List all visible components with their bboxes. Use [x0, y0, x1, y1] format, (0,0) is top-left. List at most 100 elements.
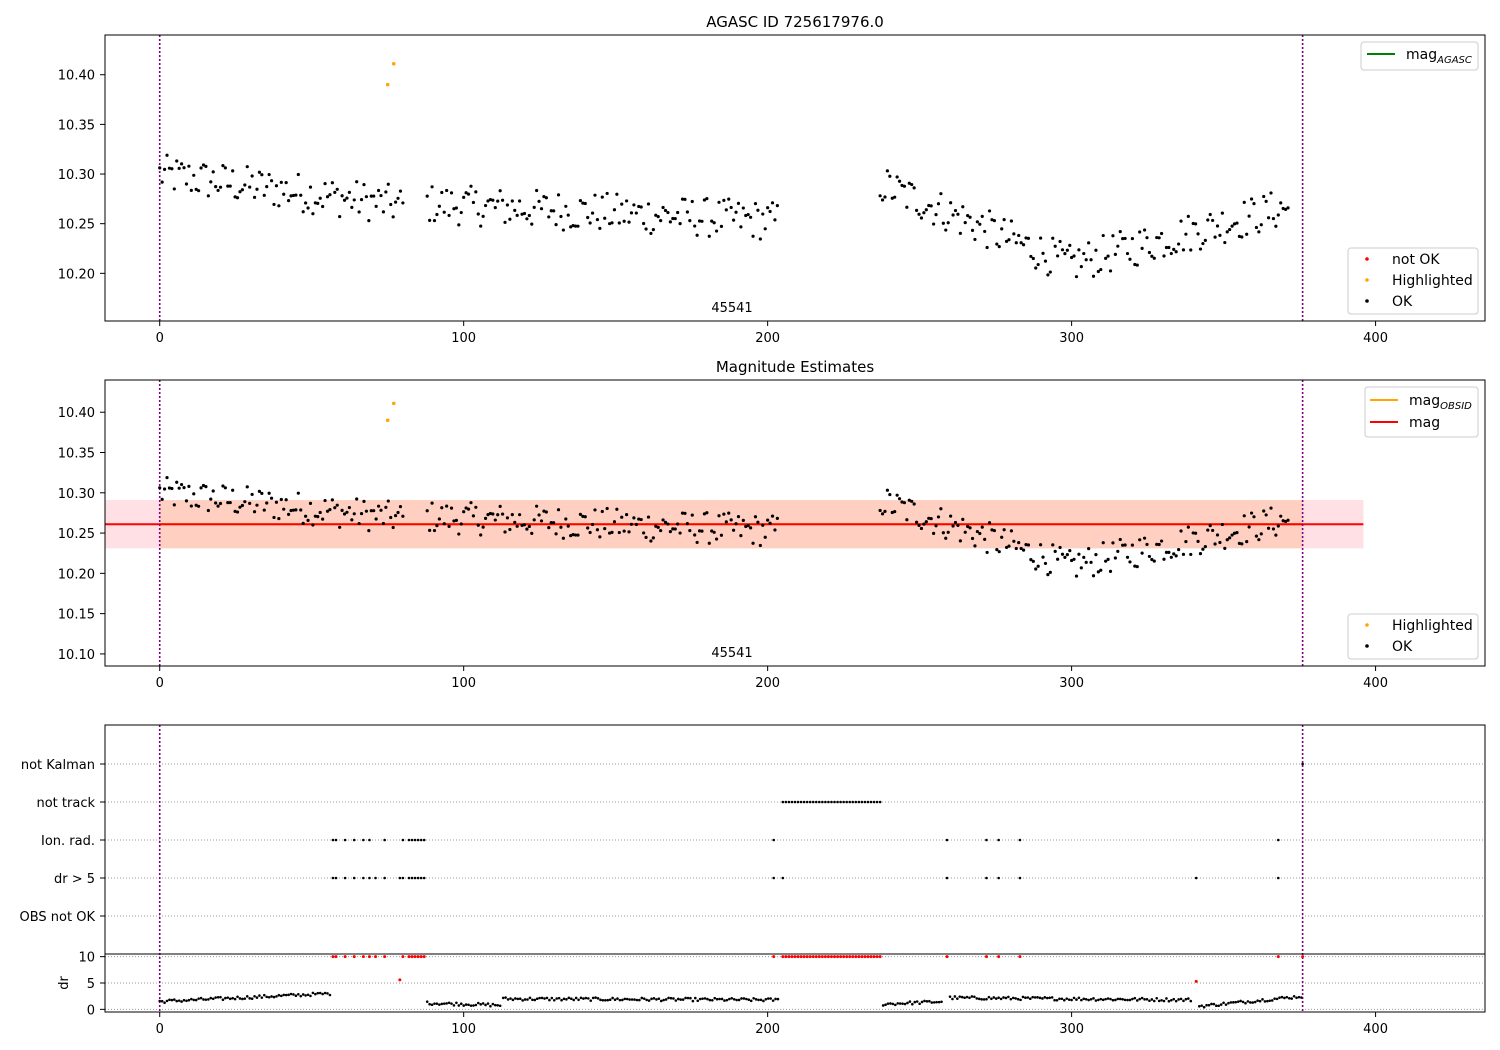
p3-dr-red-point-40: [851, 955, 855, 959]
p2-ok-point-80: [352, 512, 356, 516]
p2-ok-point-166: [583, 515, 587, 519]
p1-ok-point-150: [544, 196, 548, 200]
p3-flag-point-3-8: [398, 876, 402, 880]
p3-dr-point-318: [1135, 999, 1139, 1002]
p1-ok-point-387: [1220, 211, 1224, 215]
p3-dr-point-198: [735, 998, 738, 1002]
p2-ok-point-81: [355, 497, 359, 501]
p1-ok-point-48: [274, 184, 279, 188]
p2-ok-point-342: [1111, 541, 1115, 545]
p1-ok-point-147: [537, 199, 541, 203]
p2-ok-point-253: [895, 493, 899, 497]
p1-ok-point-87: [369, 194, 373, 198]
p3-flag-point-2-14: [772, 838, 776, 842]
p2-ok-point-397: [1245, 540, 1249, 544]
p1-ok-point-77: [345, 196, 349, 200]
p3-dr-point-220: [891, 1002, 895, 1006]
p2-ok-point-313: [1041, 555, 1045, 559]
p1-ok-point-280: [961, 205, 965, 209]
p1-ok-point-215: [702, 198, 707, 202]
p3-dr-point-83: [455, 1001, 458, 1005]
p1-ok-point-319: [1056, 254, 1060, 258]
p3-dr-point-20: [207, 998, 210, 1001]
p1-ok-point-196: [656, 215, 660, 219]
p1-ok-point-136: [510, 199, 514, 203]
p2-ok-point-98: [396, 510, 400, 515]
p3-dr-point-287: [1060, 997, 1064, 1001]
p2-ok-point-399: [1249, 511, 1254, 515]
p2-ok-point-235: [751, 541, 755, 545]
p3-flag-point-3-9: [401, 876, 405, 880]
p1-ok-point-305: [1021, 243, 1026, 247]
p1-ok-point-188: [637, 204, 641, 209]
p2-ok-point-247: [880, 512, 885, 516]
p1-ok-point-238: [758, 237, 762, 241]
p3-dr-point-125: [557, 996, 561, 1000]
p2-ok-point-162: [573, 533, 578, 537]
p1-ok-point-210: [690, 199, 694, 204]
p3-dr-point-48: [275, 995, 278, 998]
p3-dr-red-point-48: [875, 955, 879, 959]
p3-dr-point-270: [1019, 998, 1022, 1002]
p1-ok-point-85: [364, 195, 369, 199]
p1-ok-point-96: [391, 215, 395, 219]
p2-ok-point-86: [367, 529, 371, 533]
p3-dr-point-173: [674, 999, 678, 1002]
p3-dr-point-240: [940, 1000, 943, 1004]
p1-ok-point-132: [500, 198, 505, 202]
p3-flag-point-1-6: [799, 800, 803, 804]
p3-dr-point-257: [987, 995, 991, 999]
p2-ok-point-165: [581, 514, 585, 518]
p1-ok-point-227: [731, 218, 736, 222]
p1-ok-point-384: [1213, 235, 1217, 239]
p3-dr-point-188: [711, 998, 714, 1002]
p2-ok-point-280: [961, 517, 965, 521]
p3-dr-point-337: [1182, 999, 1185, 1003]
p2-xtick-label-2: 200: [755, 676, 780, 691]
p1-ok-point-185: [629, 211, 634, 215]
p1-ok-point-75: [340, 194, 344, 198]
p1-ok-point-0: [158, 166, 162, 170]
p1-ok-point-79: [350, 205, 354, 210]
p1-ok-point-2: [162, 167, 167, 172]
panel2-legend-points: Highlighted OK: [1347, 613, 1479, 660]
p3-dr-point-344: [1205, 1003, 1208, 1007]
p2-ok-point-256: [902, 501, 907, 505]
p1-xtick-label-2: 200: [755, 331, 780, 346]
p3-dr-point-164: [652, 997, 656, 1000]
p3-dr-point-142: [599, 998, 602, 1002]
p3-dr-point-25: [219, 995, 222, 999]
p3-dr-point-160: [642, 997, 646, 1000]
p3-dr-point-114: [531, 998, 534, 1002]
p3-dr-red-point-28: [814, 955, 818, 959]
p1-ok-point-245: [775, 203, 779, 208]
p3-dr-point-356: [1234, 1000, 1238, 1004]
p3-dr-point-201: [742, 997, 746, 1000]
p1-ok-point-400: [1252, 202, 1256, 206]
p3-dr-point-33: [238, 997, 242, 1000]
p1-ok-point-381: [1206, 218, 1210, 222]
p1-ok-point-145: [532, 205, 536, 209]
p1-ok-point-19: [204, 164, 208, 169]
p3-dr-point-211: [766, 997, 770, 1000]
p3-dr-point-197: [732, 997, 736, 1001]
p3-dr-red-point-17: [781, 955, 785, 959]
p1-ok-point-370: [1179, 219, 1183, 223]
p2-ok-point-18: [201, 483, 206, 488]
p2-ok-point-52: [284, 498, 288, 502]
p3-dr-point-218: [886, 1002, 890, 1005]
p2-ok-point-194: [651, 536, 655, 540]
p2-ok-point-99: [398, 505, 403, 509]
p3-flag-point-3-10: [407, 876, 411, 880]
p2-ok-point-13: [189, 504, 193, 508]
p2-ok-point-402: [1257, 538, 1261, 542]
p1-ok-point-137: [513, 208, 517, 212]
p1-ok-point-180: [617, 221, 621, 225]
p3-xtick-label-4: 400: [1363, 1022, 1388, 1037]
p1-ok-point-242: [768, 209, 772, 214]
p3-dr-point-141: [596, 997, 600, 1000]
p1-xtick-label-4: 400: [1363, 331, 1388, 346]
p1-ok-point-312: [1039, 236, 1043, 240]
p3-dr-point-382: [1297, 995, 1301, 999]
p2-ok-point-352: [1135, 565, 1139, 569]
